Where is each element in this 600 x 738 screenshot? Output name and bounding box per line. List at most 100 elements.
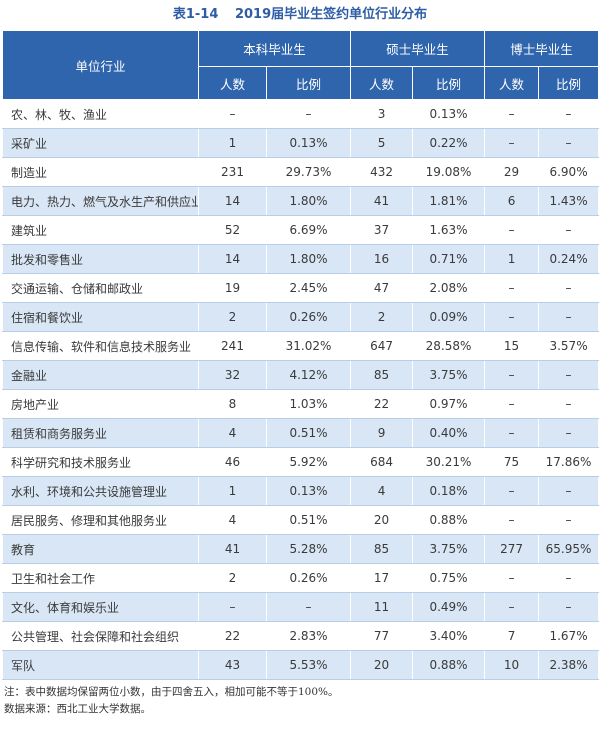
ratio-cell: 29.73% — [265, 157, 352, 187]
data-source: 数据来源：西北工业大学数据。 — [4, 703, 151, 715]
count-cell: – — [484, 389, 540, 419]
table-row: 军队 43 5.53% 20 0.88% 10 2.38% — [2, 650, 600, 680]
industry-cell: 批发和零售业 — [2, 244, 199, 274]
count-cell: 16 — [350, 244, 414, 274]
ratio-cell: 4.12% — [265, 360, 352, 390]
count-cell: – — [198, 592, 267, 622]
ratio-cell: – — [538, 360, 600, 390]
industry-cell: 文化、体育和娱乐业 — [2, 592, 199, 622]
table-row: 建筑业 52 6.69% 37 1.63% – – — [2, 215, 600, 245]
ratio-cell: 0.88% — [412, 505, 486, 535]
count-cell: – — [484, 476, 540, 506]
sub-header-ratio: 比例 — [265, 66, 352, 100]
count-cell: 2 — [198, 302, 267, 332]
ratio-cell: 1.81% — [412, 186, 486, 216]
ratio-cell: 3.75% — [412, 360, 486, 390]
ratio-cell: 1.80% — [265, 244, 352, 274]
count-cell: 85 — [350, 534, 414, 564]
ratio-cell: – — [265, 99, 352, 129]
ratio-cell: 0.40% — [412, 418, 486, 448]
group-header-doctor: 博士毕业生 — [484, 30, 600, 67]
industry-cell: 住宿和餐饮业 — [2, 302, 199, 332]
count-cell: 37 — [350, 215, 414, 245]
ratio-cell: – — [538, 99, 600, 129]
ratio-cell: – — [538, 273, 600, 303]
count-cell: 432 — [350, 157, 414, 187]
sub-header-count: 人数 — [484, 66, 540, 100]
ratio-cell: 3.40% — [412, 621, 486, 651]
count-cell: 8 — [198, 389, 267, 419]
group-header-master: 硕士毕业生 — [350, 30, 486, 67]
count-cell: 85 — [350, 360, 414, 390]
count-cell: 9 — [350, 418, 414, 448]
industry-cell: 军队 — [2, 650, 199, 680]
count-cell: 10 — [484, 650, 540, 680]
count-cell: – — [484, 563, 540, 593]
industry-cell: 建筑业 — [2, 215, 199, 245]
ratio-cell: 0.22% — [412, 128, 486, 158]
ratio-cell: 2.08% — [412, 273, 486, 303]
table-row: 批发和零售业 14 1.80% 16 0.71% 1 0.24% — [2, 244, 600, 274]
count-cell: 4 — [198, 418, 267, 448]
count-cell: 29 — [484, 157, 540, 187]
ratio-cell: 0.75% — [412, 563, 486, 593]
table-body: 农、林、牧、渔业 – –3 0.13% – – 采矿业 1 0.13% 5 0.22% – – 制造业 23… — [2, 99, 600, 680]
count-cell: 22 — [350, 389, 414, 419]
table-row: 租赁和商务服务业 4 0.51% 9 0.40% – – — [2, 418, 600, 448]
ratio-cell: – — [538, 215, 600, 245]
sub-header-count: 人数 — [198, 66, 267, 100]
ratio-cell: 2.38% — [538, 650, 600, 680]
ratio-cell: 5.53% — [265, 650, 352, 680]
table-row: 电力、热力、燃气及水生产和供应业 14 1.80% 41 1.81% 6 1.43% — [2, 186, 600, 216]
ratio-cell: 5.28% — [265, 534, 352, 564]
ratio-cell: 0.13% — [265, 128, 352, 158]
ratio-cell: 3.75% — [412, 534, 486, 564]
ratio-cell: 3.57% — [538, 331, 600, 361]
ratio-cell: 2.45% — [265, 273, 352, 303]
table-row: 交通运输、仓储和邮政业 19 2.45% 47 2.08% – – — [2, 273, 600, 303]
count-cell: 14 — [198, 186, 267, 216]
table-row: 居民服务、修理和其他服务业 4 0.51% 20 0.88% – – — [2, 505, 600, 535]
count-cell: 75 — [484, 447, 540, 477]
count-cell: 2 — [350, 302, 414, 332]
table-row: 采矿业 1 0.13% 5 0.22% – – — [2, 128, 600, 158]
ratio-cell: 19.08% — [412, 157, 486, 187]
ratio-cell: 0.49% — [412, 592, 486, 622]
count-cell: 46 — [198, 447, 267, 477]
count-cell: – — [484, 302, 540, 332]
table-row: 水利、环境和公共设施管理业 1 0.13% 4 0.18% – – — [2, 476, 600, 506]
ratio-cell: 2.83% — [265, 621, 352, 651]
industry-cell: 公共管理、社会保障和社会组织 — [2, 621, 199, 651]
industry-cell: 居民服务、修理和其他服务业 — [2, 505, 199, 535]
table-code: 表1-14 — [172, 7, 219, 22]
count-cell: 20 — [350, 650, 414, 680]
ratio-cell: 1.80% — [265, 186, 352, 216]
count-cell: 6 — [484, 186, 540, 216]
count-cell: 4 — [198, 505, 267, 535]
ratio-cell: – — [538, 302, 600, 332]
ratio-cell: 5.92% — [265, 447, 352, 477]
ratio-cell: 1.03% — [265, 389, 352, 419]
count-cell: 2 — [198, 563, 267, 593]
table-row: 制造业 231 29.73% 432 19.08% 29 6.90% — [2, 157, 600, 187]
count-cell: 15 — [484, 331, 540, 361]
notes: 注：表中数据均保留两位小数，由于四舍五入，相加可能不等于100%。 数据来源：西… — [0, 684, 600, 718]
industry-cell: 信息传输、软件和信息技术服务业 — [2, 331, 199, 361]
table-row: 文化、体育和娱乐业 – –11 0.49% – – — [2, 592, 600, 622]
industry-cell: 电力、热力、燃气及水生产和供应业 — [2, 186, 199, 216]
count-cell: 4 — [350, 476, 414, 506]
ratio-cell: 0.24% — [538, 244, 600, 274]
ratio-cell: – — [538, 563, 600, 593]
ratio-cell: 0.97% — [412, 389, 486, 419]
count-cell: 684 — [350, 447, 414, 477]
ratio-cell: 0.09% — [412, 302, 486, 332]
industry-cell: 金融业 — [2, 360, 199, 390]
count-cell: 41 — [350, 186, 414, 216]
table-row: 卫生和社会工作 2 0.26% 17 0.75% – – — [2, 563, 600, 593]
ratio-cell: 0.26% — [265, 302, 352, 332]
table-row: 住宿和餐饮业 2 0.26% 2 0.09% – – — [2, 302, 600, 332]
ratio-cell: – — [538, 418, 600, 448]
ratio-cell: 65.95% — [538, 534, 600, 564]
count-cell: 5 — [350, 128, 414, 158]
ratio-cell: 0.71% — [412, 244, 486, 274]
